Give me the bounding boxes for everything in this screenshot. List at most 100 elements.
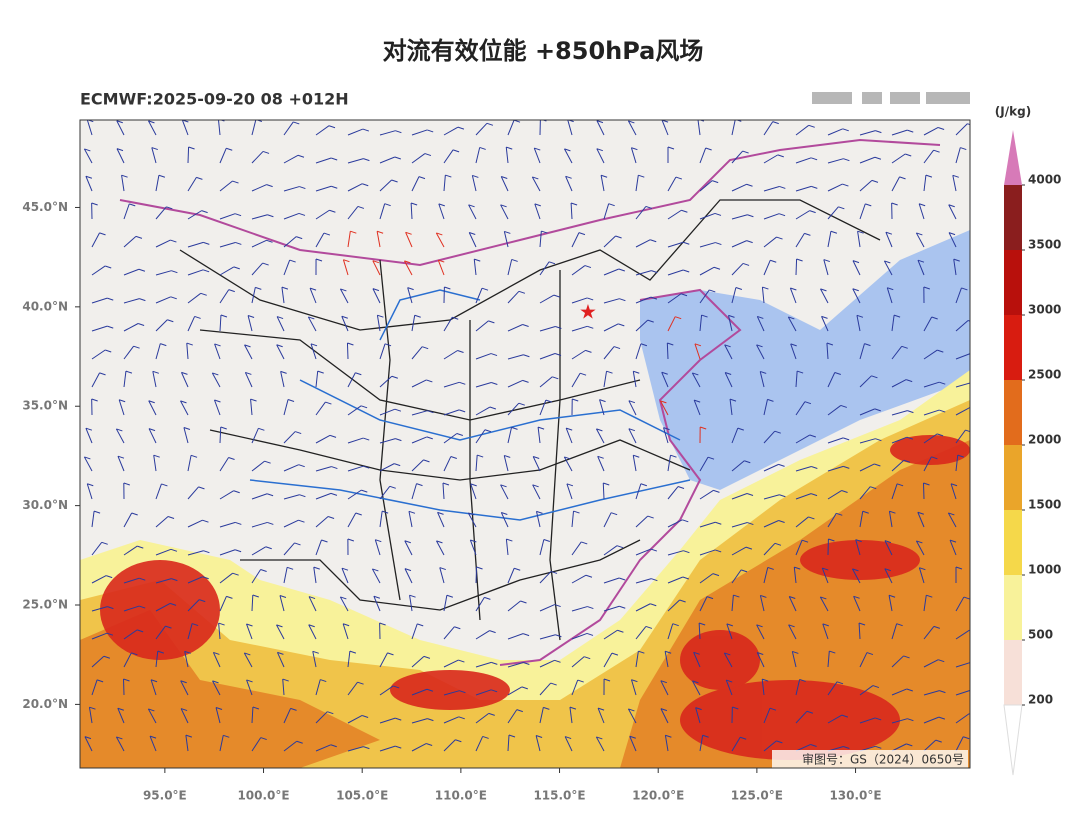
barb-flag <box>181 371 188 375</box>
barb-staff <box>795 157 812 164</box>
barb-staff <box>923 316 933 332</box>
barb-flag <box>214 399 221 403</box>
barb-flag <box>299 186 306 190</box>
barb-staff <box>91 325 108 332</box>
barb-flag <box>747 214 754 218</box>
barb-flag <box>651 578 658 582</box>
barb-staff <box>283 212 300 220</box>
barb-flag <box>347 342 354 346</box>
barb-staff <box>347 651 351 668</box>
barb-staff <box>283 259 291 276</box>
barb-flag <box>532 176 539 180</box>
barb-flag <box>682 519 689 523</box>
barb-staff <box>948 232 957 248</box>
barb-staff <box>795 434 811 444</box>
barb-staff <box>539 571 552 584</box>
barb-flag <box>260 737 267 741</box>
barb-flag <box>290 707 297 711</box>
barb-flag <box>171 270 178 274</box>
barb-staff <box>347 158 364 164</box>
barb-staff <box>790 343 797 360</box>
barb-staff <box>667 599 680 612</box>
barb-flag <box>950 483 958 487</box>
barb-flag <box>160 343 167 347</box>
barb-staff <box>246 679 253 696</box>
review-number: 审图号：GS（2024）0650号 <box>802 752 964 767</box>
barb-flag <box>203 241 210 245</box>
colorbar-segment <box>1004 315 1022 380</box>
barb-flag <box>778 213 786 217</box>
barb-staff <box>571 656 585 668</box>
barb-staff <box>475 382 492 388</box>
barb-staff <box>315 232 325 248</box>
barb-flag <box>405 231 412 235</box>
barb-staff <box>635 626 647 640</box>
colorbar: 200 500 1000 1500 2000 2500 3000 3500 4000 <box>1003 130 1061 776</box>
barb-staff <box>827 513 837 528</box>
barb-staff <box>859 130 876 136</box>
barb-staff <box>244 344 253 360</box>
x-tick-label: 125.0°E <box>731 789 783 803</box>
barb-staff <box>379 343 386 360</box>
barb-staff <box>411 346 423 360</box>
barb-flag <box>806 710 814 714</box>
barb-staff <box>184 651 189 668</box>
barb-flag <box>596 120 604 124</box>
barb-staff <box>955 320 969 332</box>
barb-staff <box>564 148 573 164</box>
barb-flag <box>446 594 454 598</box>
barb-staff <box>952 175 957 192</box>
barb-staff <box>347 437 364 444</box>
barb-staff <box>763 399 768 416</box>
barb-flag <box>180 400 187 404</box>
barb-staff <box>859 203 866 220</box>
rivers <box>249 289 691 521</box>
barb-flag <box>91 398 98 402</box>
barb-flag <box>533 456 540 459</box>
barb-flag <box>427 410 434 414</box>
barb-staff <box>923 433 938 444</box>
barb-staff <box>276 624 285 640</box>
barb-flag <box>459 409 466 413</box>
barb-flag <box>925 174 933 178</box>
barb-staff <box>763 463 779 472</box>
barb-flag <box>660 680 667 684</box>
barb-staff <box>763 707 771 724</box>
barb-flag <box>180 680 187 684</box>
barb-flag <box>762 286 769 290</box>
barb-staff <box>315 516 329 528</box>
barb-staff <box>91 297 108 304</box>
barb-staff <box>315 492 332 500</box>
barb-staff <box>123 235 137 248</box>
barb-staff <box>155 516 169 528</box>
barb-flag <box>107 606 114 610</box>
barb-staff <box>411 623 418 640</box>
barb-flag <box>935 739 942 743</box>
barb-staff <box>251 287 256 304</box>
barb-staff <box>630 679 637 696</box>
barb-staff <box>219 457 229 472</box>
barb-flag <box>841 490 848 493</box>
barb-flag <box>777 154 784 158</box>
barb-flag <box>828 538 835 542</box>
colorbar-label: 3500 <box>1028 238 1061 252</box>
barb-staff <box>596 120 605 136</box>
barb-flag <box>808 516 815 520</box>
barb-flag <box>188 146 195 150</box>
barb-flag <box>801 539 809 543</box>
barb-flag <box>664 650 672 654</box>
barb-staff <box>475 320 489 332</box>
barb-staff <box>372 288 381 304</box>
barb-staff <box>379 486 391 500</box>
barb-flag <box>148 400 155 404</box>
barb-flag <box>587 606 594 610</box>
barb-staff <box>507 600 521 612</box>
barb-staff <box>600 175 605 192</box>
barb-flag <box>438 259 445 263</box>
barb-flag <box>742 262 750 266</box>
barb-staff <box>85 176 93 192</box>
barb-flag <box>267 214 274 218</box>
barb-staff <box>955 406 970 416</box>
barb-staff <box>91 575 107 584</box>
barb-flag <box>228 457 235 460</box>
